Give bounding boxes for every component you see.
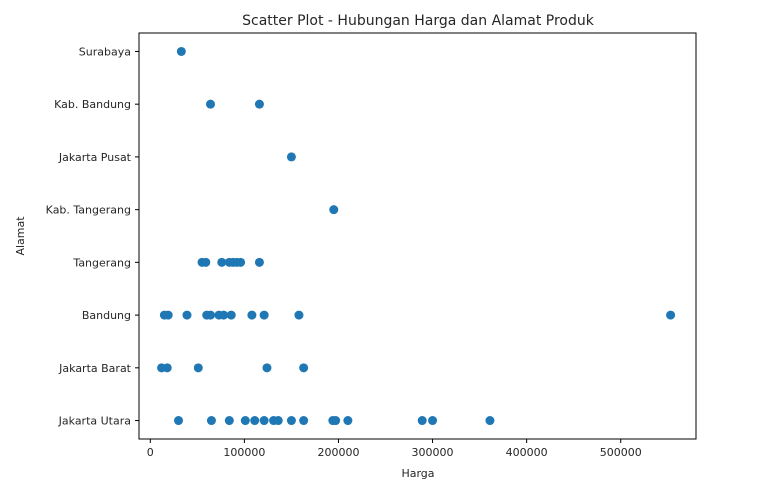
- data-point: [236, 257, 246, 267]
- data-point: [329, 205, 339, 215]
- data-point: [224, 416, 234, 426]
- x-tick-label: 500000: [600, 446, 642, 459]
- y-tick-label: Kab. Bandung: [54, 98, 131, 111]
- data-point: [428, 416, 438, 426]
- y-axis-label: Alamat: [14, 216, 27, 256]
- data-point: [240, 416, 250, 426]
- data-point: [417, 416, 427, 426]
- data-point: [193, 363, 203, 373]
- data-point: [206, 310, 216, 320]
- plot-area: [138, 32, 697, 440]
- data-point: [331, 416, 341, 426]
- chart-title: Scatter Plot - Hubungan Harga dan Alamat…: [242, 13, 595, 29]
- y-tick-label: Jakarta Barat: [58, 362, 132, 375]
- data-point: [201, 257, 211, 267]
- data-point: [247, 310, 257, 320]
- x-tick-label: 400000: [506, 446, 548, 459]
- x-tick-label: 300000: [412, 446, 454, 459]
- y-tick-label: Kab. Tangerang: [46, 204, 131, 217]
- data-point: [163, 310, 173, 320]
- data-point: [262, 363, 272, 373]
- data-point: [286, 152, 296, 162]
- data-point: [176, 46, 186, 56]
- x-tick-label: 100000: [223, 446, 265, 459]
- data-point: [485, 416, 495, 426]
- x-axis: 0 100000 200000 300000 400000 500000: [147, 439, 642, 459]
- data-point: [206, 416, 216, 426]
- data-point: [299, 363, 309, 373]
- y-tick-label: Surabaya: [79, 45, 131, 58]
- data-point: [259, 416, 269, 426]
- data-point: [286, 416, 296, 426]
- x-tick-label: 0: [147, 446, 154, 459]
- data-points: [157, 46, 676, 426]
- data-point: [174, 416, 184, 426]
- data-point: [226, 310, 236, 320]
- data-point: [182, 310, 192, 320]
- data-point: [294, 310, 304, 320]
- data-point: [206, 99, 216, 109]
- y-tick-label: Bandung: [82, 309, 131, 322]
- data-point: [162, 363, 172, 373]
- data-point: [666, 310, 676, 320]
- y-tick-label: Jakarta Utara: [58, 415, 131, 428]
- data-point: [273, 416, 283, 426]
- data-point: [217, 257, 227, 267]
- y-axis: Jakarta Utara Jakarta Barat Bandung Tangera…: [46, 45, 139, 428]
- data-point: [254, 99, 264, 109]
- data-point: [219, 310, 229, 320]
- y-tick-label: Jakarta Pusat: [58, 151, 132, 164]
- x-tick-label: 200000: [317, 446, 359, 459]
- data-point: [250, 416, 260, 426]
- data-point: [259, 310, 269, 320]
- data-point: [254, 257, 264, 267]
- data-point: [299, 416, 309, 426]
- data-point: [343, 416, 353, 426]
- y-tick-label: Tangerang: [72, 256, 131, 269]
- x-axis-label: Harga: [401, 467, 434, 480]
